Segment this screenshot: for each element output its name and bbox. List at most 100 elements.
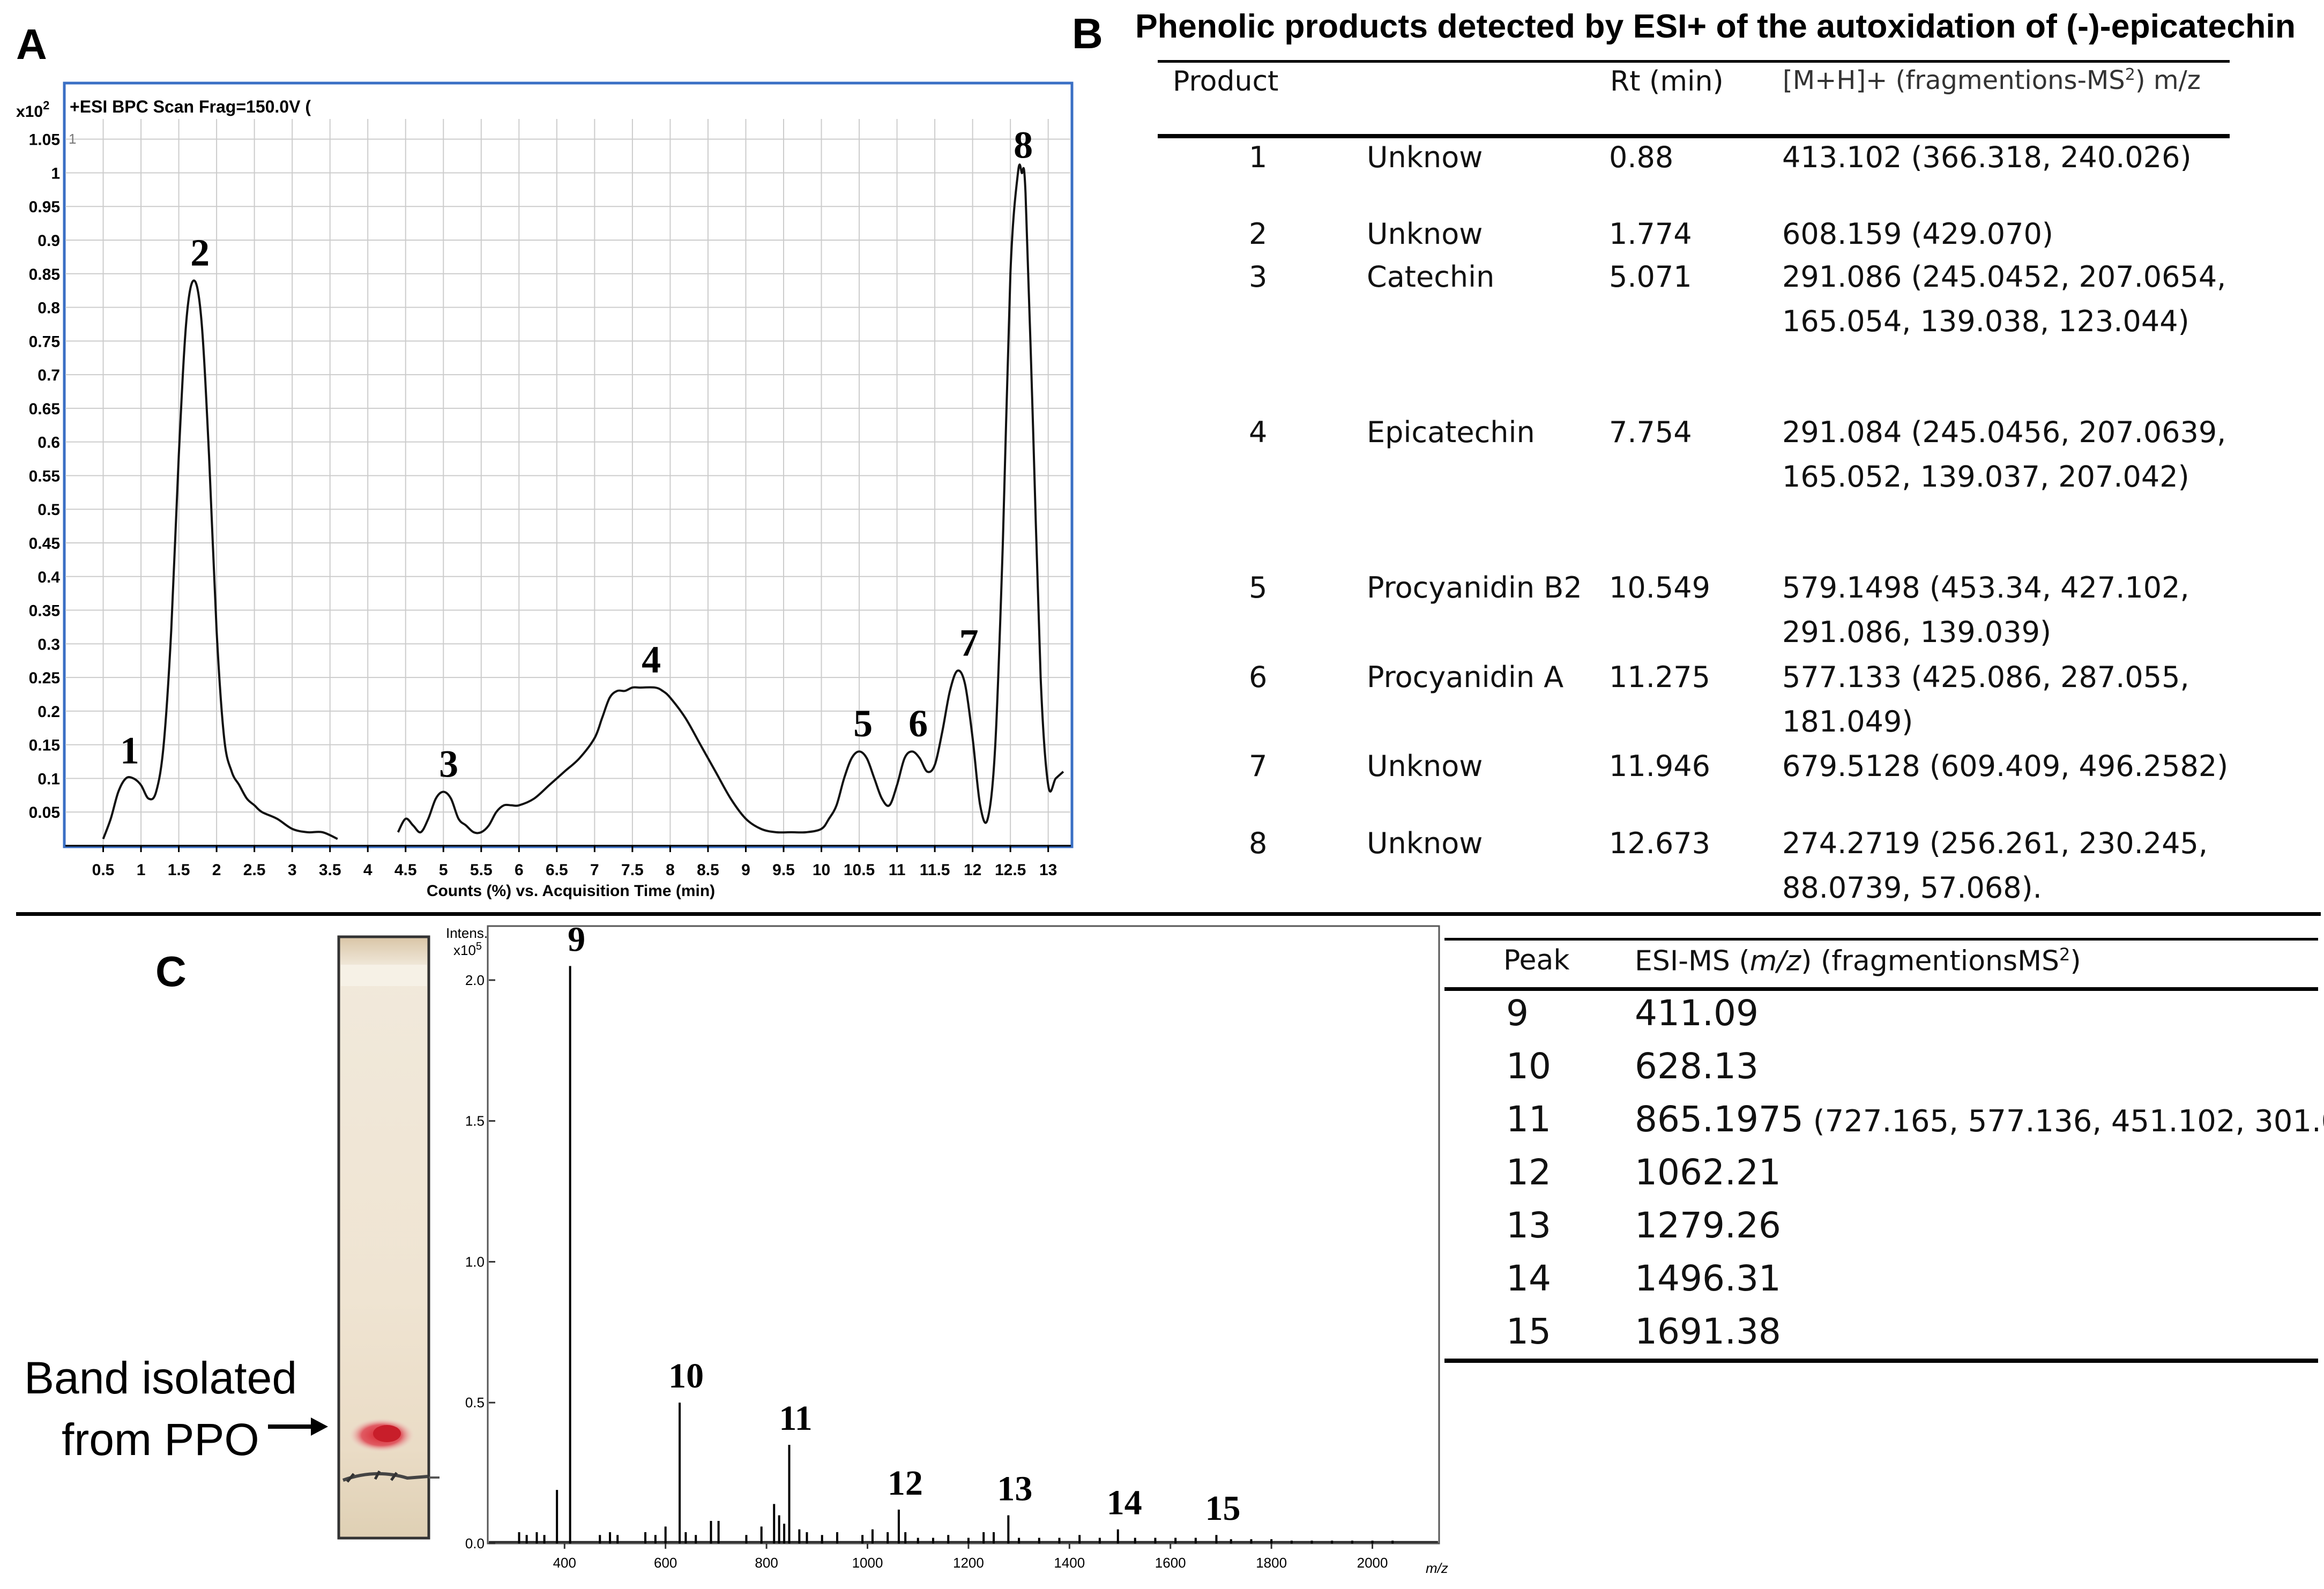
peak-label: 8 (1014, 123, 1033, 166)
gel-caption-line1: Band isolated (24, 1353, 297, 1403)
row-name: Unknow (1367, 217, 1483, 251)
x-tick-label: 7.5 (621, 861, 644, 879)
x-tick-label: 2000 (1357, 1555, 1388, 1571)
y-tick-label: 0.35 (29, 602, 60, 620)
peak-label: 15 (1205, 1489, 1240, 1528)
y-tick-label: 0.5 (38, 501, 60, 519)
chromatogram-grid (65, 119, 1071, 846)
row-mz: 291.084 (245.0456, 207.0639, (1782, 415, 2226, 449)
x-tick-label: 1800 (1256, 1555, 1287, 1571)
panel-label-b: B (1072, 10, 1103, 57)
spectrum-frame (487, 925, 1440, 1545)
y-tick-label: 0.25 (29, 669, 60, 687)
peak-label: 7 (959, 622, 979, 665)
x-tick-label: 8.5 (697, 861, 719, 879)
row-rt: 5.071 (1609, 260, 1692, 294)
peak-label: 11 (779, 1399, 812, 1438)
chromatogram-corner-label: 1 (69, 131, 76, 147)
row-mz: 1279.26 (1635, 1205, 1781, 1246)
row-mz: 291.086 (245.0452, 207.0654, (1782, 260, 2226, 294)
row-name: Unknow (1367, 826, 1483, 860)
peak-label: 3 (439, 743, 458, 786)
y-tick-label: 0.2 (38, 703, 60, 721)
x-tick-label: 8 (666, 861, 675, 879)
chromatogram-y-multiplier: x102 (16, 99, 49, 121)
row-mz: 628.13 (1635, 1046, 1759, 1087)
table-b-header-rt: Rt (min) (1610, 65, 1724, 98)
chromatogram-series (102, 163, 1064, 840)
row-rt: 11.946 (1609, 749, 1710, 783)
row-num: 5 (1249, 571, 1268, 605)
spectrum-y-unit-line1: Intens. (446, 925, 488, 941)
peak-label: 6 (908, 702, 928, 745)
y-tick-label: 0.3 (38, 636, 60, 653)
row-mz-cont: 165.052, 139.037, 207.042) (1782, 460, 2189, 494)
x-tick-label: 6 (515, 861, 524, 879)
spectrum-peak-labels: 9 10 11 12 13 14 15 (568, 920, 1240, 1528)
chromatogram-x-ticks: 0.5 1 1.5 2 2.5 3 3.5 4 4.5 5 5.5 6 6.5 7 7.5 8 8.5 9 9.5 1… (92, 846, 1057, 879)
y-tick-label: 2.0 (465, 972, 485, 988)
table-c-header-ms: ESI-MS (m/z) (fragmentionsMS2) (1635, 944, 2081, 978)
row-peak: 9 (1506, 993, 1529, 1034)
row-mz: 679.5128 (609.409, 496.2582) (1782, 749, 2229, 783)
panel-label-a: A (16, 20, 47, 68)
x-tick-label: 1400 (1054, 1555, 1085, 1571)
y-tick-label: 1.05 (29, 131, 60, 149)
peak-label: 14 (1107, 1483, 1142, 1523)
y-tick-label: 0.75 (29, 333, 60, 350)
row-peak: 15 (1506, 1311, 1551, 1352)
y-tick-label: 0.5 (465, 1394, 485, 1411)
row-rt: 1.774 (1609, 217, 1692, 251)
y-tick-label: 0.4 (38, 569, 60, 586)
row-num: 1 (1249, 140, 1268, 174)
gel-strip (337, 935, 440, 1540)
peak-label: 2 (190, 231, 210, 274)
x-tick-label: 5 (439, 861, 448, 879)
y-tick-label: 0.7 (38, 367, 60, 384)
x-tick-label: 5.5 (470, 861, 493, 879)
row-num: 2 (1249, 217, 1268, 251)
x-tick-label: 9.5 (772, 861, 795, 879)
row-mz: 1496.31 (1635, 1258, 1781, 1299)
row-name: Procyanidin B2 (1367, 571, 1582, 605)
chromatogram-peak-labels: 1 2 3 4 5 67 8 (120, 123, 1033, 785)
x-tick-label: 9 (741, 861, 750, 879)
x-tick-label: 12.5 (995, 861, 1026, 879)
mass-spectrum-panel: 0.0 0.5 1.0 1.5 2.0 400 600 800 1000 1200 1400 160… (446, 920, 1448, 1576)
row-name: Unknow (1367, 140, 1483, 174)
x-tick-label: 10 (813, 861, 830, 879)
row-mz: 413.102 (366.318, 240.026) (1782, 140, 2192, 174)
x-tick-label: 1600 (1155, 1555, 1186, 1571)
y-tick-label: 0.65 (29, 400, 60, 418)
row-mz: 1062.21 (1635, 1152, 1781, 1193)
x-tick-label: 800 (755, 1555, 778, 1571)
x-tick-label: 1000 (852, 1555, 883, 1571)
row-num: 7 (1249, 749, 1268, 783)
x-tick-label: 0.5 (92, 861, 115, 879)
y-tick-label: 0.6 (38, 434, 60, 452)
table-b-header-product: Product (1173, 65, 1279, 98)
chromatogram-trace (102, 279, 338, 840)
chromatogram-x-axis-label: Counts (%) vs. Acquisition Time (min) (427, 882, 715, 900)
row-mz: 1691.38 (1635, 1311, 1781, 1352)
x-tick-label: 1 (137, 861, 146, 879)
row-mz: 865.1975 (727.165, 577.136, 451.102, 301… (1635, 1099, 2324, 1140)
peak-label: 12 (888, 1464, 923, 1503)
row-num: 3 (1249, 260, 1268, 294)
row-peak: 10 (1506, 1046, 1551, 1087)
row-mz: 577.133 (425.086, 287.055, (1782, 660, 2189, 694)
x-tick-label: 13 (1039, 861, 1057, 879)
x-tick-label: 3.5 (319, 861, 341, 879)
y-tick-label: 0.9 (38, 232, 60, 250)
y-tick-label: 1 (51, 165, 60, 182)
peak-label: 5 (853, 702, 873, 745)
row-mz-cont: 165.054, 139.038, 123.044) (1782, 304, 2189, 338)
x-tick-label: 11.5 (920, 861, 950, 879)
y-tick-label: 0.85 (29, 266, 60, 284)
chromatogram-y-ticks: 0.05 0.1 0.15 0.2 0.25 0.3 0.35 0.4 0.45 0.5 0.55 0… (29, 131, 61, 822)
table-c-header-peak: Peak (1503, 944, 1570, 976)
row-peak: 13 (1506, 1205, 1551, 1246)
x-tick-label: 1.5 (168, 861, 190, 879)
x-tick-label: 400 (553, 1555, 576, 1571)
peak-label: 10 (668, 1356, 704, 1396)
